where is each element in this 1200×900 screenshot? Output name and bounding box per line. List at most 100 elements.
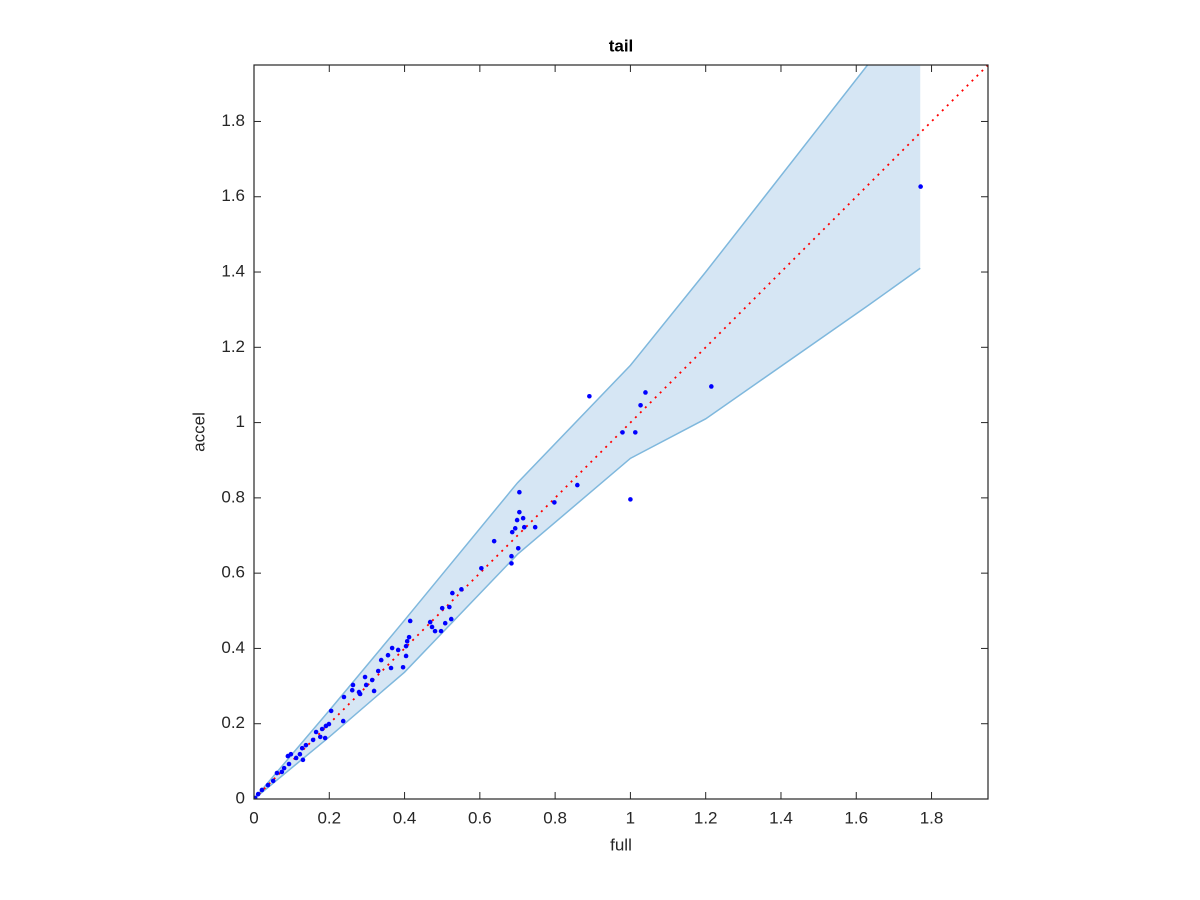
data-point bbox=[532, 524, 538, 530]
data-point bbox=[322, 735, 328, 741]
data-point bbox=[286, 761, 292, 767]
data-point bbox=[509, 553, 514, 559]
data-point bbox=[254, 795, 258, 799]
data-point bbox=[362, 674, 368, 680]
data-point bbox=[517, 509, 522, 515]
data-point bbox=[297, 751, 303, 757]
y-tick-label: 0.8 bbox=[221, 487, 245, 506]
y-tick-label: 0.2 bbox=[221, 713, 245, 732]
y-tick-label: 1.2 bbox=[221, 337, 245, 356]
x-tick-label: 0.8 bbox=[543, 808, 567, 827]
data-point bbox=[479, 565, 484, 571]
data-point bbox=[587, 393, 592, 399]
x-tick-label: 1.6 bbox=[844, 808, 868, 827]
data-point bbox=[459, 587, 464, 592]
x-tick-label: 1.4 bbox=[769, 808, 793, 827]
x-tick-label: 1.8 bbox=[920, 808, 944, 827]
data-point bbox=[350, 682, 356, 688]
data-point bbox=[406, 634, 412, 640]
data-point bbox=[432, 628, 438, 634]
data-point bbox=[310, 737, 316, 743]
data-point bbox=[299, 745, 305, 751]
data-point bbox=[395, 647, 401, 653]
data-point bbox=[369, 677, 375, 683]
x-tick-label: 1 bbox=[626, 808, 635, 827]
data-point bbox=[363, 682, 369, 688]
data-point bbox=[620, 430, 625, 435]
data-point bbox=[341, 694, 347, 700]
data-point bbox=[450, 590, 455, 596]
chart-title: tail bbox=[609, 36, 634, 55]
data-point bbox=[638, 402, 643, 408]
band-upper-edge bbox=[254, 65, 869, 799]
y-tick-label: 1.6 bbox=[221, 186, 245, 205]
data-point bbox=[439, 605, 445, 611]
data-point bbox=[317, 734, 323, 740]
data-point bbox=[515, 546, 521, 551]
data-point bbox=[388, 665, 394, 671]
data-point bbox=[633, 430, 638, 435]
data-point bbox=[255, 791, 261, 797]
x-tick-label: 0 bbox=[249, 808, 258, 827]
data-point bbox=[285, 753, 291, 759]
data-point bbox=[438, 628, 444, 634]
data-point bbox=[517, 489, 522, 495]
data-point bbox=[349, 687, 355, 693]
y-axis-label: accel bbox=[189, 412, 208, 452]
data-point bbox=[274, 770, 280, 776]
data-point bbox=[448, 616, 454, 622]
x-tick-label: 0.4 bbox=[393, 808, 417, 827]
y-tick-label: 0 bbox=[236, 788, 245, 807]
data-point bbox=[709, 384, 714, 389]
data-point bbox=[575, 482, 580, 488]
data-point bbox=[328, 708, 334, 714]
data-point bbox=[265, 782, 271, 788]
data-point bbox=[509, 529, 515, 535]
data-point bbox=[403, 653, 409, 659]
data-point bbox=[303, 742, 309, 748]
data-point bbox=[293, 755, 299, 761]
data-point bbox=[403, 643, 409, 649]
data-point bbox=[371, 688, 377, 694]
data-point bbox=[520, 515, 526, 521]
data-point bbox=[313, 729, 319, 735]
x-tick-label: 1.2 bbox=[694, 808, 718, 827]
data-point bbox=[385, 652, 391, 658]
data-point bbox=[319, 726, 325, 732]
data-point bbox=[643, 390, 648, 395]
x-tick-label: 0.6 bbox=[468, 808, 492, 827]
data-point bbox=[279, 769, 285, 775]
data-point bbox=[340, 718, 346, 724]
data-point bbox=[389, 645, 395, 651]
data-point bbox=[300, 757, 306, 763]
y-tick-label: 0.6 bbox=[221, 563, 245, 582]
data-point bbox=[378, 657, 384, 663]
data-point bbox=[270, 778, 276, 784]
data-point bbox=[259, 787, 265, 793]
data-point bbox=[427, 619, 433, 625]
data-point bbox=[552, 500, 557, 505]
band-lower-edge bbox=[254, 267, 921, 799]
y-tick-label: 1.8 bbox=[221, 111, 245, 130]
data-point bbox=[407, 618, 413, 624]
data-point bbox=[375, 668, 381, 674]
data-point bbox=[442, 620, 448, 626]
data-point bbox=[447, 604, 452, 610]
data-point bbox=[509, 561, 514, 566]
x-tick-label: 0.2 bbox=[317, 808, 341, 827]
data-point bbox=[918, 184, 923, 189]
data-point bbox=[400, 664, 406, 670]
data-point bbox=[404, 638, 410, 644]
data-point bbox=[281, 765, 287, 771]
data-point bbox=[628, 497, 633, 502]
data-point bbox=[429, 624, 435, 630]
data-point bbox=[521, 524, 527, 530]
plot-area bbox=[254, 65, 988, 799]
data-point bbox=[323, 723, 329, 729]
axes-box bbox=[253, 64, 989, 800]
y-tick-label: 1.4 bbox=[221, 262, 245, 281]
x-axis-label: full bbox=[610, 835, 632, 854]
y-tick-label: 1 bbox=[236, 412, 245, 431]
data-point bbox=[514, 517, 520, 523]
